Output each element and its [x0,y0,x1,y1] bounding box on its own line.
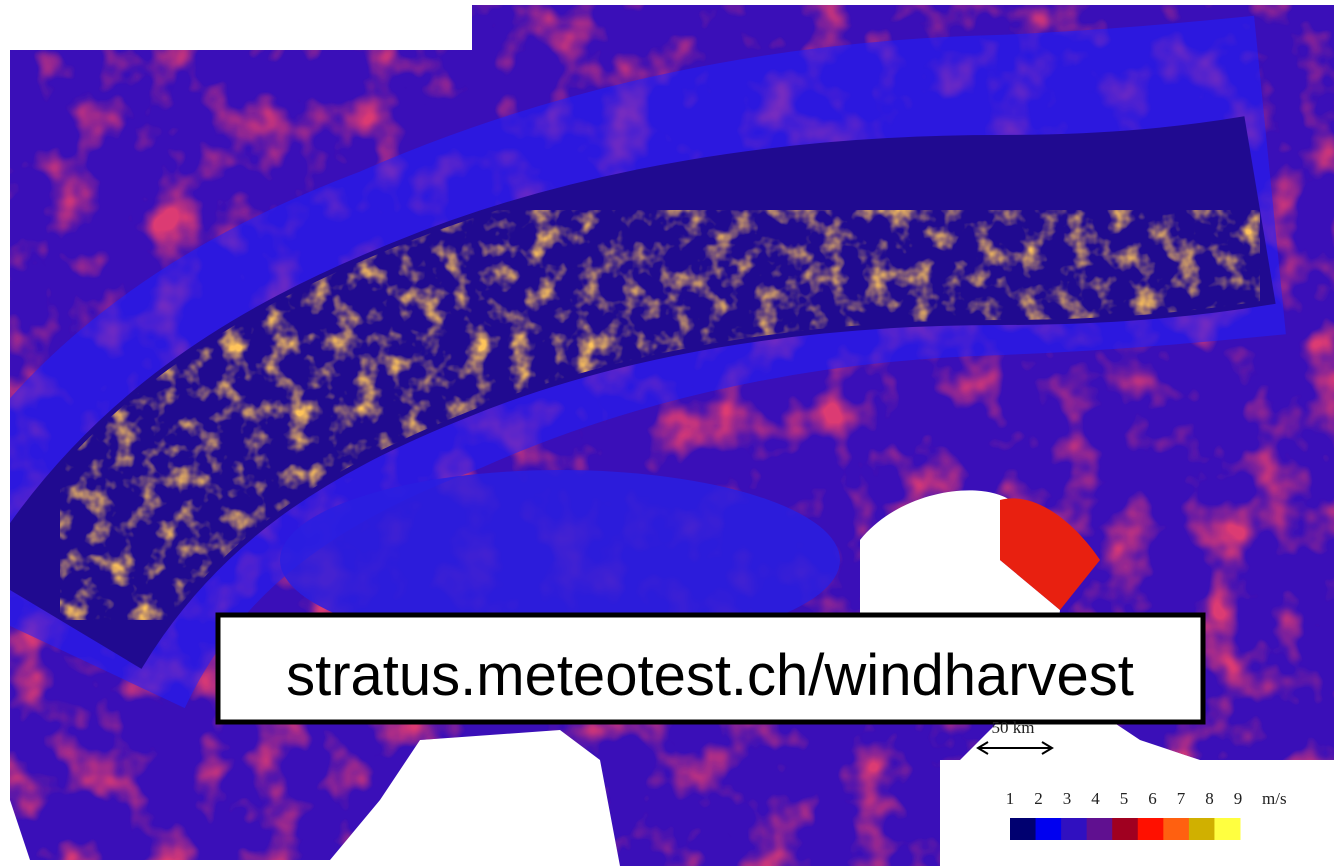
legend-tick: 9 [1234,789,1243,808]
legend-swatch [1163,818,1189,840]
map-page: stratus.meteotest.ch/windharvest 50 km 1… [0,0,1334,866]
legend-tick: 8 [1205,789,1214,808]
legend-tick: 2 [1034,789,1043,808]
wind-map [0,0,1334,866]
legend-swatch [1138,818,1164,840]
legend-tick: 4 [1091,789,1100,808]
legend-tick: 7 [1177,789,1186,808]
legend-tick: 1 [1006,789,1015,808]
legend-swatch [1214,818,1240,840]
scale-label: 50 km [992,718,1035,737]
legend-tick: 5 [1120,789,1129,808]
scale-arrow [978,742,1052,754]
legend-tick: 3 [1063,789,1072,808]
legend-tick: 6 [1148,789,1157,808]
legend-unit: m/s [1262,789,1287,808]
legend-swatch [1036,818,1062,840]
url-label: stratus.meteotest.ch/windharvest [286,643,1134,708]
legend-swatch [1112,818,1138,840]
legend-swatch [1189,818,1215,840]
legend-swatch [1010,818,1036,840]
legend-box [940,760,1334,866]
legend-swatch [1061,818,1087,840]
legend-swatch [1087,818,1113,840]
